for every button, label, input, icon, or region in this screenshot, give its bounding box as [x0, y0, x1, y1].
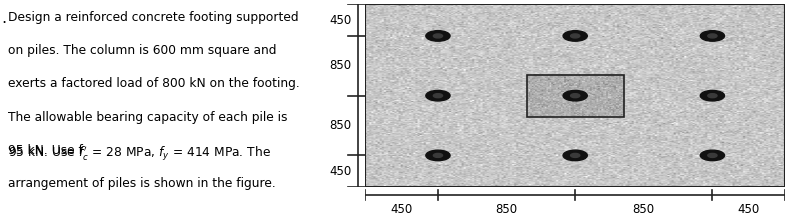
Circle shape	[563, 90, 587, 101]
Circle shape	[426, 31, 450, 41]
Circle shape	[701, 150, 724, 161]
Circle shape	[570, 154, 580, 157]
Circle shape	[433, 154, 443, 157]
Text: 850: 850	[633, 203, 655, 215]
Circle shape	[701, 31, 724, 41]
Circle shape	[570, 94, 580, 98]
Text: The allowable bearing capacity of each pile is: The allowable bearing capacity of each p…	[8, 111, 287, 124]
Text: 95 kN. Use f: 95 kN. Use f	[8, 144, 83, 157]
Circle shape	[426, 90, 450, 101]
Text: 450: 450	[738, 203, 760, 215]
Circle shape	[708, 94, 717, 98]
Circle shape	[570, 34, 580, 38]
Text: 850: 850	[330, 119, 352, 132]
Text: exerts a factored load of 800 kN on the footing.: exerts a factored load of 800 kN on the …	[8, 77, 300, 90]
Text: 850: 850	[330, 59, 352, 72]
Bar	[527, 75, 623, 117]
Text: 95 kN. Use $f_c'$ = 28 MPa, $f_y$ = 414 MPa. The: 95 kN. Use $f_c'$ = 28 MPa, $f_y$ = 414 …	[8, 144, 271, 163]
Circle shape	[708, 154, 717, 157]
Circle shape	[433, 94, 443, 98]
Circle shape	[563, 150, 587, 161]
Circle shape	[701, 90, 724, 101]
Text: 450: 450	[330, 14, 352, 27]
Circle shape	[426, 150, 450, 161]
Text: Design a reinforced concrete footing supported: Design a reinforced concrete footing sup…	[8, 11, 298, 24]
Text: 450: 450	[330, 165, 352, 178]
Circle shape	[563, 31, 587, 41]
Circle shape	[708, 34, 717, 38]
Text: on piles. The column is 600 mm square and: on piles. The column is 600 mm square an…	[8, 44, 276, 57]
Text: arrangement of piles is shown in the figure.: arrangement of piles is shown in the fig…	[8, 177, 275, 190]
Text: .: .	[2, 11, 6, 26]
Text: 850: 850	[495, 203, 518, 215]
Circle shape	[433, 34, 443, 38]
Text: 450: 450	[391, 203, 413, 215]
